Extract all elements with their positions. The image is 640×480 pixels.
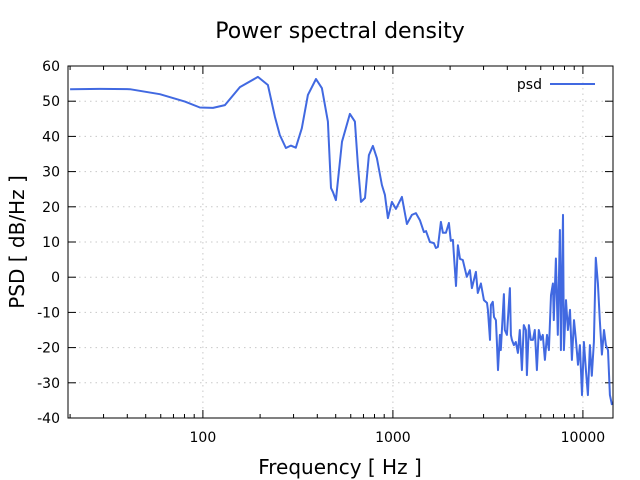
x-tick-label: 1000 [375, 430, 411, 446]
psd-series-line [70, 75, 613, 406]
y-tick-label: -40 [37, 411, 60, 427]
y-tick-label: -10 [37, 305, 60, 321]
legend: psd [517, 77, 595, 93]
y-tick-label: -30 [37, 376, 60, 392]
series-layer [70, 75, 613, 406]
y-tick-label: 30 [42, 165, 60, 181]
x-axis-label: Frequency [ Hz ] [258, 455, 422, 479]
grid [68, 66, 613, 418]
y-axis-label: PSD [ dB/Hz ] [5, 175, 29, 309]
y-tick-label: 0 [51, 270, 60, 286]
y-tick-label: 10 [42, 235, 60, 251]
y-tick-label: 60 [42, 59, 60, 75]
x-tick-label: 10000 [561, 430, 606, 446]
y-tick-label: 40 [42, 129, 60, 145]
tick-labels: -40 -30 -20 -10 0 10 20 30 40 50 60 100 1000 10000 [37, 59, 605, 446]
y-tick-label: 50 [42, 94, 60, 110]
legend-label: psd [517, 77, 542, 93]
plot-frame [67, 65, 614, 419]
y-tick-label: 20 [42, 200, 60, 216]
y-tick-label: -20 [37, 341, 60, 357]
x-tick-label: 100 [190, 430, 217, 446]
chart-title: Power spectral density [215, 19, 465, 44]
